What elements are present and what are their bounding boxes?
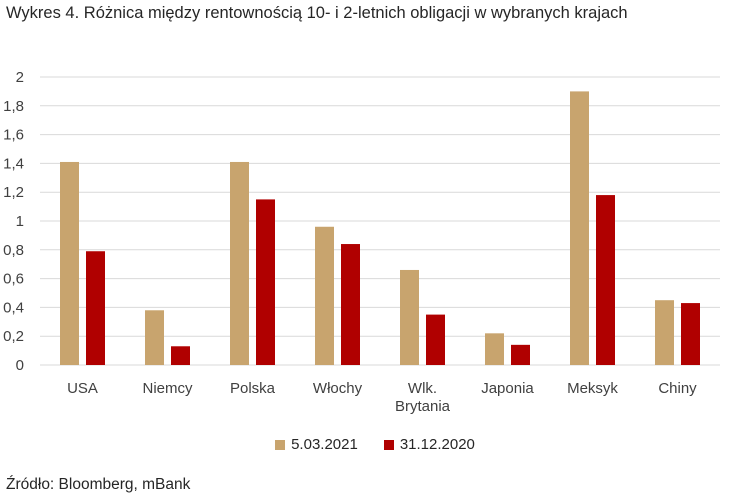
- x-tick-label: Chiny: [658, 380, 697, 397]
- y-tick-label: 0,8: [3, 242, 24, 259]
- x-tick-label: Niemcy: [142, 380, 193, 397]
- legend: 5.03.2021 31.12.2020: [0, 436, 750, 453]
- bar-2-w-ochy: [341, 244, 360, 365]
- bars: [60, 91, 700, 366]
- y-tick-label: 0,4: [3, 299, 24, 316]
- x-axis-ticks: USA Niemcy Polska Włochy Wlk. Brytania Japonia…: [67, 380, 697, 415]
- bar-1-polska: [230, 161, 249, 365]
- x-tick-label: Japonia: [481, 380, 534, 397]
- y-axis-ticks: 0 0,2 0,4 0,6 0,8 1 1,2 1,4 1,6 1,8 2: [3, 69, 24, 374]
- bar-2-chiny: [681, 303, 700, 365]
- bar-2-usa: [86, 251, 105, 365]
- bar-1-w-ochy: [315, 226, 334, 365]
- y-tick-label: 0,2: [3, 328, 24, 345]
- bar-1-niemcy: [145, 310, 164, 365]
- y-tick-label: 1,4: [3, 155, 24, 172]
- bar-1-usa: [60, 161, 79, 365]
- legend-swatch-series-2: [383, 439, 394, 450]
- bar-1-wlk-brytania: [400, 269, 419, 365]
- chart-title: Wykres 4. Różnica między rentownością 10…: [6, 4, 628, 22]
- legend-swatch-series-1: [275, 439, 286, 450]
- y-tick-label: 0: [16, 357, 24, 374]
- legend-label-series-2: 31.12.2020: [399, 436, 475, 453]
- bar-2-japonia: [511, 344, 530, 365]
- grid-lines: [40, 76, 720, 366]
- bar-2-meksyk: [596, 195, 615, 365]
- bar-chart: 0 0,2 0,4 0,6 0,8 1 1,2 1,4 1,6 1,8 2 USA Niemcy Pol…: [3, 69, 720, 415]
- y-tick-label: 0,6: [3, 271, 24, 288]
- y-tick-label: 1,6: [3, 127, 24, 144]
- x-tick-label: Wlk. Brytania: [395, 380, 451, 415]
- bar-1-japonia: [485, 333, 504, 365]
- bar-2-niemcy: [171, 346, 190, 365]
- bar-2-wlk-brytania: [426, 314, 445, 365]
- source-note: Źródło: Bloomberg, mBank: [6, 476, 191, 493]
- bar-1-meksyk: [570, 91, 589, 366]
- legend-item-series-1: 5.03.2021: [275, 436, 358, 453]
- y-tick-label: 1,8: [3, 98, 24, 115]
- bar-2-polska: [256, 199, 275, 365]
- y-tick-label: 1,2: [3, 184, 24, 201]
- x-tick-label: Polska: [230, 380, 276, 397]
- y-tick-label: 1: [16, 213, 24, 230]
- x-tick-label: Włochy: [313, 380, 363, 397]
- legend-label-series-1: 5.03.2021: [291, 436, 358, 453]
- bar-1-chiny: [655, 300, 674, 365]
- y-tick-label: 2: [16, 69, 24, 86]
- x-tick-label: Meksyk: [567, 380, 618, 397]
- legend-item-series-2: 31.12.2020: [383, 436, 475, 453]
- x-tick-label: USA: [67, 380, 98, 397]
